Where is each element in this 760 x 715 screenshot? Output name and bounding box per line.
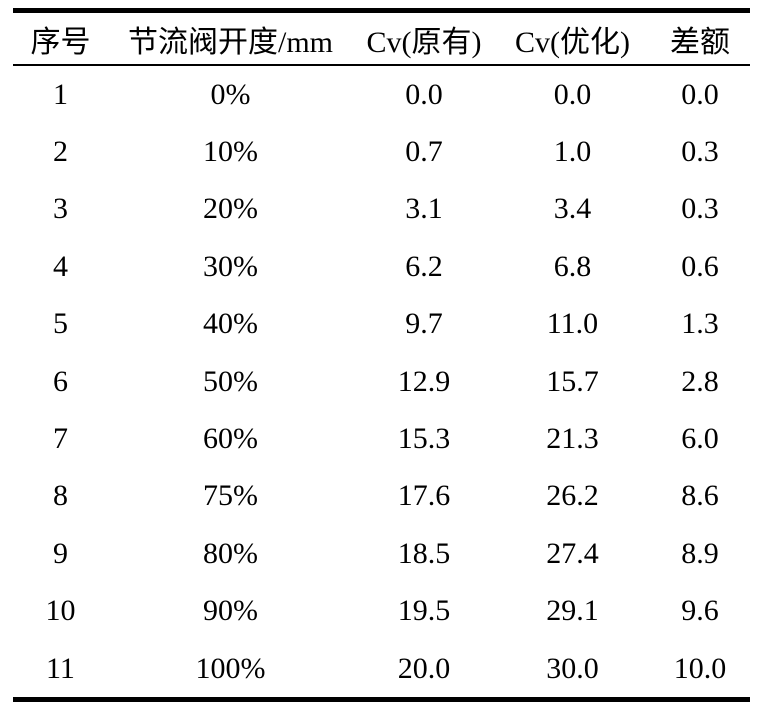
table-body: 1 0% 0.0 0.0 0.0 2 10% 0.7 1.0 0.3 3 20% 3.1 3.4 0.3 4 3… — [13, 65, 750, 703]
table-cell: 5 — [53, 307, 68, 341]
table-cell: 0.0 — [553, 77, 592, 111]
table-cell: 8 — [53, 479, 68, 513]
table-cell: 40% — [203, 307, 258, 341]
table-cell: 20.0 — [353, 639, 495, 703]
table-cell: 8.6 — [681, 479, 719, 513]
table-cell: 0.7 — [405, 135, 443, 169]
table-cell: 75% — [203, 479, 258, 513]
table-cell: 7 — [53, 422, 68, 456]
table-cell: 18.5 — [397, 536, 451, 570]
data-table: 序号 节流阀开度/mm Cv(原有) Cv(优化) 差额 1 0% 0.0 0.0 0.… — [13, 8, 750, 703]
table-cell: 100% — [108, 639, 353, 703]
table-cell: 9.7 — [405, 307, 443, 341]
table-cell: 10% — [203, 135, 258, 169]
table-row: 7 60% 15.3 21.3 6.0 — [13, 410, 750, 467]
table-row: 10 90% 19.5 29.1 9.6 — [13, 583, 750, 640]
table-cell: 1.3 — [681, 307, 719, 341]
table-cell: 3.1 — [405, 192, 443, 226]
table-cell: 0.0 — [681, 77, 719, 111]
table-cell: 4 — [53, 249, 68, 283]
table-cell: 11 — [13, 639, 108, 703]
table-cell: 10 — [45, 594, 76, 628]
table-cell: 50% — [203, 364, 258, 398]
column-header-index: 序号 — [13, 8, 108, 66]
table-cell: 29.1 — [546, 594, 599, 628]
table-cell: 2 — [53, 135, 68, 169]
table-cell: 10.0 — [650, 639, 750, 703]
table-cell: 3 — [53, 192, 68, 226]
table-cell: 0.0 — [405, 77, 443, 111]
table-cell: 0% — [210, 77, 251, 111]
column-header-difference: 差额 — [650, 8, 750, 66]
table-cell: 11.0 — [546, 307, 599, 341]
table-cell: 20% — [203, 192, 258, 226]
table-row: 2 10% 0.7 1.0 0.3 — [13, 123, 750, 180]
table-row: 11 100% 20.0 30.0 10.0 — [13, 639, 750, 703]
table-cell: 9 — [53, 536, 68, 570]
table-cell: 6 — [53, 364, 68, 398]
table-row: 3 20% 3.1 3.4 0.3 — [13, 181, 750, 238]
table-cell: 21.3 — [546, 422, 599, 456]
table-cell: 0.3 — [681, 192, 719, 226]
table-cell: 15.7 — [546, 364, 599, 398]
table-row: 6 50% 12.9 15.7 2.8 — [13, 353, 750, 410]
table-cell: 30% — [203, 249, 258, 283]
table-row: 1 0% 0.0 0.0 0.0 — [13, 65, 750, 123]
table-cell: 1 — [53, 77, 68, 111]
table-cell: 15.3 — [397, 422, 451, 456]
table-cell: 0.6 — [681, 249, 719, 283]
table-row: 8 75% 17.6 26.2 8.6 — [13, 468, 750, 525]
header-row: 序号 节流阀开度/mm Cv(原有) Cv(优化) 差额 — [13, 8, 750, 66]
table-cell: 17.6 — [397, 479, 451, 513]
valve-cv-table: 序号 节流阀开度/mm Cv(原有) Cv(优化) 差额 1 0% 0.0 0.0 0.… — [13, 8, 750, 703]
column-header-opening: 节流阀开度/mm — [108, 8, 353, 66]
table-row: 9 80% 18.5 27.4 8.9 — [13, 525, 750, 582]
table-cell: 6.0 — [681, 422, 719, 456]
table-row: 5 40% 9.7 11.0 1.3 — [13, 296, 750, 353]
table-cell: 27.4 — [546, 536, 599, 570]
table-cell: 8.9 — [681, 536, 719, 570]
table-row: 4 30% 6.2 6.8 0.6 — [13, 238, 750, 295]
table-cell: 30.0 — [495, 639, 650, 703]
table-cell: 9.6 — [681, 594, 719, 628]
table-cell: 3.4 — [553, 192, 592, 226]
table-cell: 90% — [203, 594, 258, 628]
column-header-cv-optimized: Cv(优化) — [495, 8, 650, 66]
table-cell: 6.8 — [553, 249, 592, 283]
table-cell: 6.2 — [405, 249, 443, 283]
table-cell: 80% — [203, 536, 258, 570]
table-cell: 26.2 — [546, 479, 599, 513]
table-cell: 19.5 — [397, 594, 451, 628]
table-cell: 12.9 — [397, 364, 451, 398]
table-cell: 1.0 — [553, 135, 592, 169]
table-cell: 2.8 — [681, 364, 719, 398]
table-cell: 0.3 — [681, 135, 719, 169]
column-header-cv-original: Cv(原有) — [353, 8, 495, 66]
table-cell: 60% — [203, 422, 258, 456]
